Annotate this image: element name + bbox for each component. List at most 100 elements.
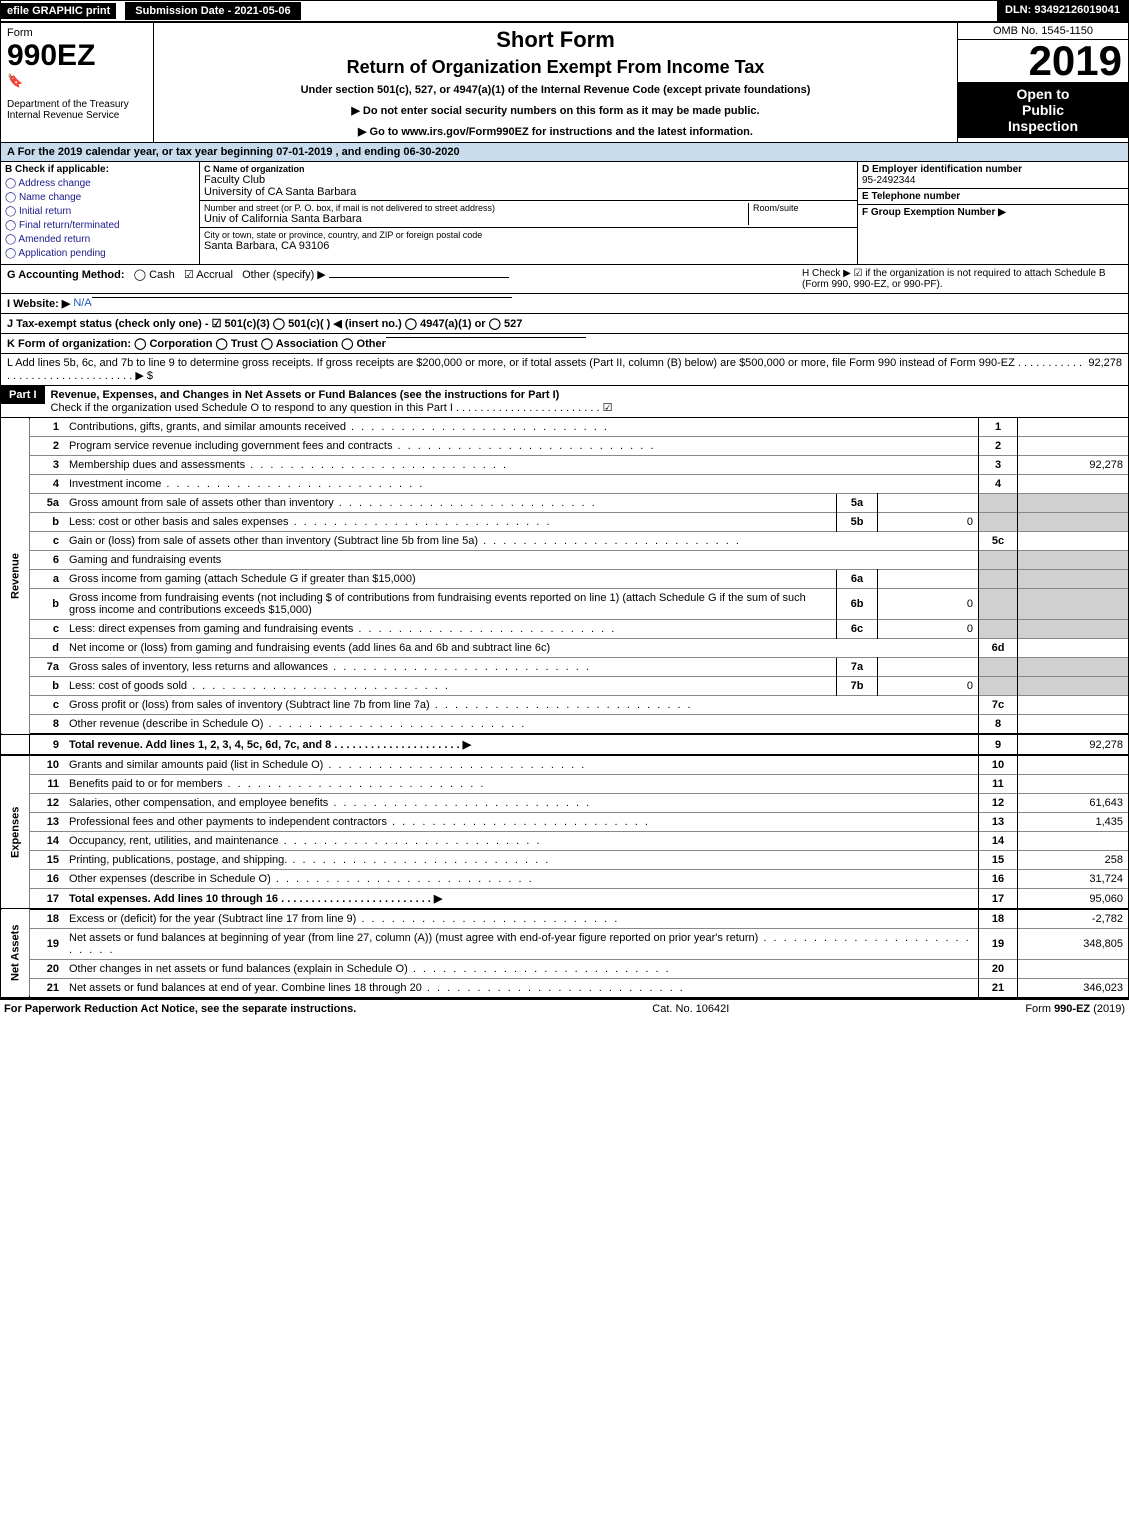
line-6c-shade xyxy=(979,620,1018,639)
line-20-text: Other changes in net assets or fund bala… xyxy=(69,963,408,975)
side-label-net-assets: Net Assets xyxy=(1,909,30,997)
line-7b-mini-val: 0 xyxy=(878,677,979,696)
line-10-no: 10 xyxy=(30,755,65,775)
line-10-end-no: 10 xyxy=(979,755,1018,775)
topbar: efile GRAPHIC print Submission Date - 20… xyxy=(0,0,1129,23)
footer-center: Cat. No. 10642I xyxy=(652,1003,729,1015)
row-h-schedule-b: H Check ▶ ☑ if the organization is not r… xyxy=(802,268,1122,290)
line-7a-shade2 xyxy=(1018,658,1129,677)
line-5c-end-no: 5c xyxy=(979,532,1018,551)
ein-value: 95-2492344 xyxy=(862,175,1124,186)
line-7b-shade xyxy=(979,677,1018,696)
form-header: Form 990EZ 🔖 Department of the Treasury … xyxy=(0,23,1129,143)
line-5b-shade xyxy=(979,513,1018,532)
line-6a-shade xyxy=(979,570,1018,589)
header-left: Form 990EZ 🔖 Department of the Treasury … xyxy=(1,23,154,142)
line-12-value: 61,643 xyxy=(1018,794,1129,813)
line-6d-no: d xyxy=(30,639,65,658)
line-6b-shade2 xyxy=(1018,589,1129,620)
chk-final-return[interactable]: ◯ Final return/terminated xyxy=(5,220,195,231)
line-5b-shade2 xyxy=(1018,513,1129,532)
street-value: Univ of California Santa Barbara xyxy=(204,213,748,225)
line-5a-mini-no: 5a xyxy=(837,494,878,513)
line-7a-mini-val xyxy=(878,658,979,677)
box-b-title: B Check if applicable: xyxy=(5,164,195,175)
website-link[interactable]: N/A xyxy=(73,297,91,309)
line-3-no: 3 xyxy=(30,456,65,475)
line-11-end-no: 11 xyxy=(979,775,1018,794)
line-15-end-no: 15 xyxy=(979,851,1018,870)
page-footer: For Paperwork Reduction Act Notice, see … xyxy=(0,998,1129,1018)
efile-print-button[interactable]: efile GRAPHIC print xyxy=(1,3,116,19)
line-2-text: Program service revenue including govern… xyxy=(69,440,392,452)
line-6a-shade2 xyxy=(1018,570,1129,589)
line-5c-value xyxy=(1018,532,1129,551)
chk-application-pending[interactable]: ◯ Application pending xyxy=(5,248,195,259)
line-20-end-no: 20 xyxy=(979,960,1018,979)
line-6c-mini-val: 0 xyxy=(878,620,979,639)
chk-address-change[interactable]: ◯ Address change xyxy=(5,178,195,189)
line-17-value: 95,060 xyxy=(1018,889,1129,910)
footer-right: Form 990-EZ (2019) xyxy=(1025,1003,1125,1015)
line-15-value: 258 xyxy=(1018,851,1129,870)
box-def: D Employer identification number 95-2492… xyxy=(857,162,1128,264)
line-11-text: Benefits paid to or for members xyxy=(69,778,222,790)
part1-header: Part I Revenue, Expenses, and Changes in… xyxy=(0,386,1129,418)
line-8-end-no: 8 xyxy=(979,715,1018,735)
line-6b-mini-no: 6b xyxy=(837,589,878,620)
chk-name-change[interactable]: ◯ Name change xyxy=(5,192,195,203)
line-7a-text: Gross sales of inventory, less returns a… xyxy=(69,661,328,673)
line-19-text: Net assets or fund balances at beginning… xyxy=(69,932,758,944)
line-13-value: 1,435 xyxy=(1018,813,1129,832)
line-19-value: 348,805 xyxy=(1018,929,1129,960)
chk-initial-return[interactable]: ◯ Initial return xyxy=(5,206,195,217)
line-1-no: 1 xyxy=(30,418,65,437)
line-14-text: Occupancy, rent, utilities, and maintena… xyxy=(69,835,279,847)
footer-left: For Paperwork Reduction Act Notice, see … xyxy=(4,1003,356,1015)
line-17-text: Total expenses. Add lines 10 through 16 … xyxy=(69,893,442,905)
accounting-accrual[interactable]: Accrual xyxy=(196,269,233,281)
line-5a-mini-val xyxy=(878,494,979,513)
part1-table: Revenue 1 Contributions, gifts, grants, … xyxy=(0,418,1129,998)
line-15-text: Printing, publications, postage, and shi… xyxy=(69,854,287,866)
accounting-other[interactable]: Other (specify) ▶ xyxy=(242,269,326,281)
line-3-text: Membership dues and assessments xyxy=(69,459,245,471)
line-18-no: 18 xyxy=(30,909,65,929)
line-20-no: 20 xyxy=(30,960,65,979)
line-6c-mini-no: 6c xyxy=(837,620,878,639)
line-6a-text: Gross income from gaming (attach Schedul… xyxy=(69,573,416,585)
line-2-no: 2 xyxy=(30,437,65,456)
line-10-value xyxy=(1018,755,1129,775)
line-7b-no: b xyxy=(30,677,65,696)
line-5b-mini-val: 0 xyxy=(878,513,979,532)
form-label: Form xyxy=(7,27,33,39)
topbar-left: efile GRAPHIC print Submission Date - 20… xyxy=(1,1,302,21)
part1-title: Revenue, Expenses, and Changes in Net As… xyxy=(51,389,560,401)
tax-year: 2019 xyxy=(958,40,1128,82)
line-16-value: 31,724 xyxy=(1018,870,1129,889)
line-7a-no: 7a xyxy=(30,658,65,677)
line-6d-text: Net income or (loss) from gaming and fun… xyxy=(69,642,550,654)
line-6-no: 6 xyxy=(30,551,65,570)
line-7a-shade xyxy=(979,658,1018,677)
line-6a-mini-val xyxy=(878,570,979,589)
chk-amended-return[interactable]: ◯ Amended return xyxy=(5,234,195,245)
line-6-shade2 xyxy=(1018,551,1129,570)
accounting-cash[interactable]: Cash xyxy=(149,269,175,281)
line-11-value xyxy=(1018,775,1129,794)
line-6-shade xyxy=(979,551,1018,570)
line-6a-mini-no: 6a xyxy=(837,570,878,589)
line-4-no: 4 xyxy=(30,475,65,494)
submission-date-badge: Submission Date - 2021-05-06 xyxy=(124,1,301,21)
line-7b-shade2 xyxy=(1018,677,1129,696)
entity-info-block: B Check if applicable: ◯ Address change … xyxy=(0,162,1129,265)
line-6b-shade xyxy=(979,589,1018,620)
line-5b-text: Less: cost or other basis and sales expe… xyxy=(69,516,289,528)
line-10-text: Grants and similar amounts paid (list in… xyxy=(69,759,323,771)
line-4-value xyxy=(1018,475,1129,494)
row-k-form-of-org: K Form of organization: ◯ Corporation ◯ … xyxy=(0,334,1129,354)
line-7c-text: Gross profit or (loss) from sales of inv… xyxy=(69,699,430,711)
line-12-no: 12 xyxy=(30,794,65,813)
line-7b-mini-no: 7b xyxy=(837,677,878,696)
org-name-1: Faculty Club xyxy=(204,174,853,186)
